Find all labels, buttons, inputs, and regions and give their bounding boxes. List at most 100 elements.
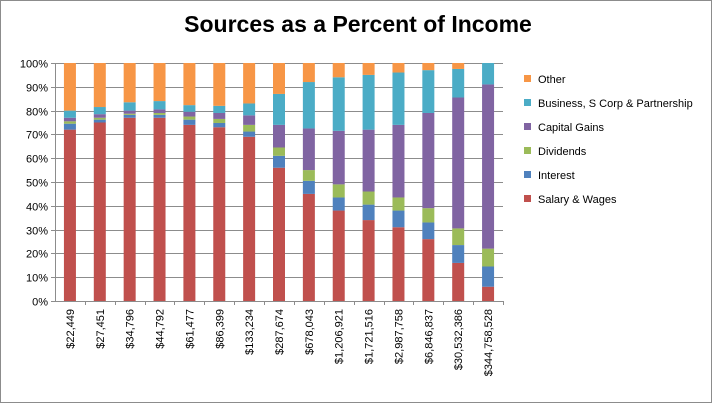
bar-segment	[422, 208, 435, 223]
bar-segment	[452, 97, 465, 229]
bar-segment	[93, 119, 106, 123]
bar-segment	[362, 204, 375, 221]
bar-segment	[422, 239, 435, 301]
bar-segment	[302, 180, 315, 194]
y-tick-label: 90%	[26, 83, 48, 95]
bar-segment	[422, 63, 435, 71]
x-tick-label: $30,532,386	[453, 309, 465, 370]
chart-title: Sources as a Percent of Income	[184, 11, 532, 37]
bar-segment	[183, 124, 196, 301]
x-tick-label: $86,399	[214, 309, 226, 349]
bar-segment	[302, 63, 315, 83]
bar-segment	[482, 266, 495, 287]
y-tick-label: 30%	[26, 226, 48, 238]
bar-segment	[273, 155, 285, 168]
legend-swatch	[524, 99, 531, 106]
bar-segment	[392, 210, 405, 228]
bar-segment	[123, 117, 136, 302]
bar-segment	[63, 129, 76, 301]
bar-segment	[243, 103, 256, 116]
x-tick-label: $2,987,758	[393, 309, 405, 364]
bar-segment	[63, 63, 76, 111]
bar-segment	[183, 119, 196, 125]
bar-segment	[153, 109, 166, 113]
bar-segment	[273, 93, 285, 125]
bar-segment	[243, 124, 256, 132]
bar-segment	[332, 77, 345, 131]
bar-segment	[332, 63, 345, 78]
bar-segment	[213, 127, 226, 301]
bar-segment	[362, 74, 375, 130]
bar-segment	[63, 110, 76, 118]
y-tick-label: 100%	[20, 59, 48, 71]
bar-segment	[213, 105, 226, 113]
legend-swatch	[524, 171, 531, 178]
bar-segment	[153, 117, 166, 302]
bar-segment	[332, 210, 345, 301]
y-tick-label: 70%	[26, 130, 48, 142]
bar-segment	[452, 63, 465, 69]
bar-segment	[153, 101, 166, 110]
x-tick-label: $22,449	[65, 309, 77, 349]
bar-segment	[302, 82, 315, 129]
bar-segment	[273, 63, 285, 94]
legend-swatch	[524, 195, 531, 202]
bar-segment	[302, 128, 315, 171]
x-tick-label: $1,206,921	[334, 309, 346, 364]
bar-segment	[482, 286, 495, 301]
y-tick-label: 80%	[26, 107, 48, 119]
legend-label: Interest	[538, 170, 575, 182]
bar-segment	[93, 114, 106, 118]
bar-segment	[123, 113, 136, 115]
bar-segment	[153, 114, 166, 118]
bar-segment	[243, 131, 256, 137]
bar-segment	[392, 124, 405, 198]
x-tick-label: $44,792	[155, 309, 167, 349]
bar-segment	[93, 63, 106, 108]
bar-segment	[422, 222, 435, 240]
x-tick-label: $6,846,837	[423, 309, 435, 364]
bar-segment	[213, 112, 226, 119]
y-tick-label: 60%	[26, 154, 48, 166]
bar-segment	[243, 63, 256, 104]
y-tick-label: 40%	[26, 202, 48, 214]
bar-segment	[63, 123, 76, 130]
y-tick-label: 50%	[26, 178, 48, 190]
bar-segment	[452, 228, 465, 246]
y-tick-label: 10%	[26, 273, 48, 285]
y-tick-label: 20%	[26, 249, 48, 261]
bar-segment	[183, 105, 196, 112]
bar-segment	[362, 63, 375, 75]
bar-segment	[392, 197, 405, 211]
x-tick-label: $1,721,516	[364, 309, 376, 364]
bar-segment	[183, 63, 196, 106]
bar-segment	[362, 220, 375, 301]
bar-segment	[332, 184, 345, 198]
x-tick-label: $678,043	[304, 309, 316, 355]
bar-segment	[332, 197, 345, 211]
bar-segment	[213, 63, 226, 106]
bar-segment	[482, 84, 495, 249]
bar-segment	[243, 115, 256, 125]
bar-segment	[93, 107, 106, 115]
bar-segment	[153, 112, 166, 115]
bar-segment	[63, 121, 76, 124]
bar-segment	[213, 122, 226, 128]
bar-segment	[392, 72, 405, 125]
bar-segment	[422, 70, 435, 113]
legend-label: Business, S Corp & Partnership	[538, 98, 693, 110]
bar-segment	[183, 111, 196, 117]
x-tick-label: $34,796	[125, 309, 137, 349]
bar-segment	[123, 114, 136, 118]
bar-segment	[392, 227, 405, 301]
x-tick-label: $27,451	[95, 309, 107, 349]
bar-segment	[452, 245, 465, 263]
bar-segment	[452, 68, 465, 98]
legend-label: Other	[538, 74, 566, 86]
legend-swatch	[524, 123, 531, 130]
bar-segment	[273, 124, 285, 148]
bar-segment	[213, 118, 226, 123]
bar-segment	[422, 112, 435, 209]
y-tick-label: 0%	[32, 297, 48, 309]
